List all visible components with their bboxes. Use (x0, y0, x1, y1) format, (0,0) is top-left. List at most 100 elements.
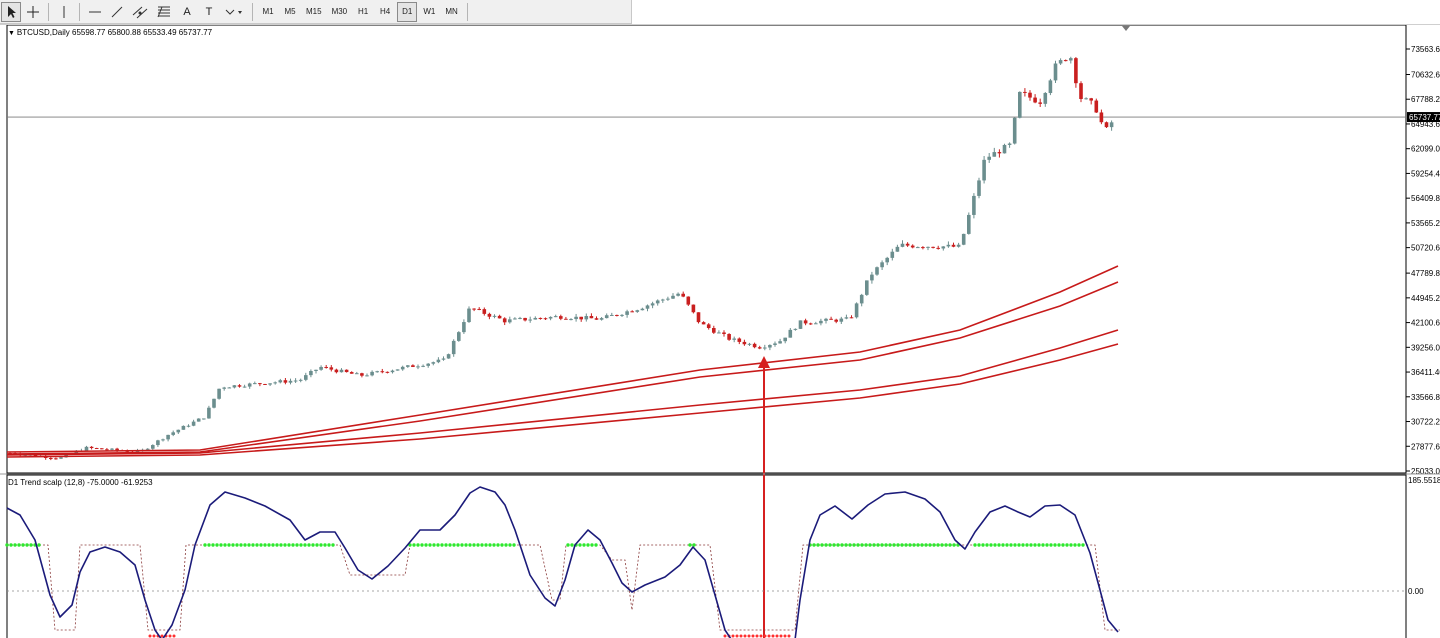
indicator-green-dot (207, 543, 211, 547)
candle-body (732, 338, 736, 340)
indicator-green-dot (512, 543, 516, 547)
price-chart[interactable]: 73563.60 70632.60 67788.20 64943.60 62099.00… (0, 25, 1440, 638)
cursor-arrow-icon (5, 5, 17, 19)
indicator-green-dot (824, 543, 828, 547)
candle-body (936, 247, 940, 249)
candle-body (298, 379, 303, 381)
candle-body (798, 320, 803, 329)
candle-body (482, 309, 487, 314)
trendline-button[interactable] (107, 2, 127, 22)
candle-body (880, 262, 884, 268)
indicator-green-dot (816, 543, 820, 547)
indicator-red-dot (767, 634, 771, 638)
indicator-green-dot (692, 543, 696, 547)
indicator-green-dot (1005, 543, 1009, 547)
indicator-green-dot (1009, 543, 1013, 547)
candle-body (523, 317, 527, 321)
candle-body (451, 340, 456, 355)
candle-body (1074, 58, 1078, 84)
timeframe-h1-button[interactable]: H1 (358, 7, 369, 16)
indicator-green-dot (480, 543, 484, 547)
indicator-green-dot (876, 543, 880, 547)
indicator-green-dot (688, 543, 692, 547)
indicator-green-dot (255, 543, 259, 547)
candle-body (416, 366, 420, 368)
indicator-green-dot (578, 543, 582, 547)
candle-body (1018, 91, 1022, 118)
timeframe-w1-button[interactable]: W1 (423, 7, 436, 16)
indicator-green-dot (1065, 543, 1069, 547)
timeframe-m30-button[interactable]: M30 (331, 7, 348, 16)
price-tick-label: 56409.80 (1411, 194, 1440, 203)
candle-body (829, 318, 833, 320)
timeframe-m1-button[interactable]: M1 (262, 7, 274, 16)
candle-body (941, 246, 946, 249)
candle-body (324, 366, 328, 368)
candle-body (594, 318, 599, 320)
indicator-red-dot (755, 634, 759, 638)
text-label-label: T (205, 5, 213, 18)
horizontal-line-button[interactable] (85, 2, 105, 22)
candle-body (610, 314, 614, 316)
candle-body (161, 439, 165, 441)
price-tick-label: 62099.00 (1411, 145, 1440, 154)
vertical-line-button[interactable] (54, 2, 74, 22)
arrows-dropdown-icon (224, 5, 244, 19)
candle-body (309, 371, 313, 376)
candle-body (553, 316, 558, 318)
text-tool-button[interactable]: A (177, 2, 197, 22)
crosshair-icon (26, 5, 40, 19)
indicator-red-dot (751, 634, 755, 638)
indicator-red-dot (783, 634, 787, 638)
candle-body (242, 386, 247, 388)
candle-body (395, 369, 400, 371)
indicator-green-dot (412, 543, 416, 547)
candle-body (94, 448, 99, 450)
indicator-green-dot (484, 543, 488, 547)
candle-body (589, 316, 594, 319)
timeframe-m5-button[interactable]: M5 (284, 7, 296, 16)
candle-body (166, 434, 170, 440)
indicator-signal-step-line (7, 544, 1120, 631)
candle-body (400, 366, 405, 370)
arrows-button[interactable] (221, 2, 247, 22)
candle-body (564, 318, 568, 320)
indicator-green-dot (844, 543, 848, 547)
indicator-green-dot (452, 543, 456, 547)
candle-body (319, 366, 323, 370)
indicator-green-dot (508, 543, 512, 547)
candle-body (921, 247, 925, 249)
indicator-green-dot (1025, 543, 1029, 547)
timeframe-d1-button[interactable]: D1 (397, 1, 418, 22)
candle-body (508, 319, 512, 323)
indicator-red-dot (763, 634, 767, 638)
candle-body (232, 385, 237, 388)
indicator-green-dot (828, 543, 832, 547)
candle-body (207, 407, 211, 419)
cursor-tool-button[interactable] (1, 1, 21, 22)
indicator-green-dot (456, 543, 460, 547)
price-tick-label: 70632.60 (1411, 70, 1440, 79)
collapse-triangle-icon[interactable]: ▼ (8, 30, 17, 37)
fibonacci-button[interactable] (153, 2, 175, 22)
timeframe-h4-button[interactable]: H4 (380, 7, 391, 16)
candle-body (854, 303, 859, 318)
crosshair-tool-button[interactable] (23, 2, 43, 22)
indicator-green-dot (908, 543, 912, 547)
timeframe-mn-button[interactable]: MN (445, 7, 458, 16)
candle-body (844, 317, 849, 319)
timeframe-m15-button[interactable]: M15 (306, 7, 322, 16)
candle-body (421, 365, 425, 367)
candle-body (752, 343, 757, 348)
equidistant-channel-button[interactable] (129, 2, 151, 22)
candle-body (890, 251, 895, 258)
candle-body (176, 429, 181, 433)
indicator-green-dot (997, 543, 1001, 547)
candle-body (339, 369, 344, 373)
candle-body (839, 318, 844, 322)
candle-body (1053, 63, 1058, 81)
text-label-button[interactable]: T (199, 2, 219, 22)
candle-body (431, 362, 436, 364)
indicator-green-dot (868, 543, 872, 547)
indicator-red-dot (743, 634, 747, 638)
